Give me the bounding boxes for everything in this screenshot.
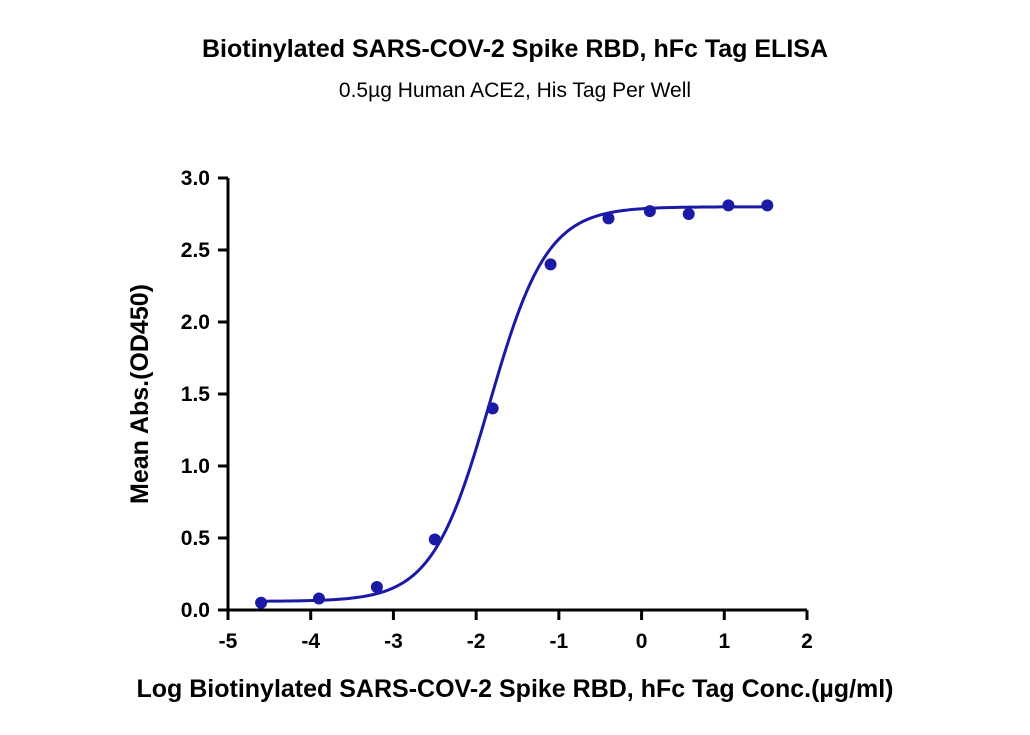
x-tick-label: 0 [636, 630, 648, 653]
x-tick-label: -3 [384, 630, 403, 653]
fit-curve [261, 205, 768, 603]
data-point [643, 205, 656, 218]
x-axis: -5 -4 -3 -2 -1 0 1 2 [219, 608, 813, 653]
fit-curve-layer [261, 205, 768, 603]
data-point [428, 533, 441, 546]
x-tick-label: -4 [301, 630, 320, 653]
data-point [544, 258, 557, 271]
y-tick-label: 2.0 [181, 311, 210, 334]
data-point [312, 592, 325, 605]
data-point [486, 402, 499, 415]
data-point [682, 208, 695, 220]
chart-subtitle: 0.5µg Human ACE2, His Tag Per Well [339, 79, 691, 102]
data-points [255, 199, 774, 609]
y-tick-label: 2.5 [181, 239, 211, 262]
x-tick-label: 1 [718, 630, 730, 653]
y-tick-label: 3.0 [181, 167, 210, 190]
y-tick-label: 1.5 [181, 383, 211, 406]
x-tick-label: -2 [467, 630, 486, 653]
x-tick-label: -5 [219, 630, 238, 653]
x-tick-label: -1 [550, 630, 569, 653]
y-tick-label: 0.5 [181, 527, 211, 550]
data-point [370, 580, 383, 593]
y-axis-title: Mean Abs.(OD450) [126, 284, 154, 504]
chart-title: Biotinylated SARS-COV-2 Spike RBD, hFc T… [202, 35, 828, 63]
y-axis: 0.0 0.5 1.0 1.5 2.0 2.5 3.0 [181, 167, 230, 622]
x-axis-title: Log Biotinylated SARS-COV-2 Spike RBD, h… [136, 675, 893, 703]
data-point [761, 199, 774, 212]
x-tick-label: 2 [801, 630, 813, 653]
data-point [722, 199, 735, 212]
y-tick-label: 1.0 [181, 455, 210, 478]
data-point [255, 596, 268, 609]
y-tick-label: 0.0 [181, 599, 210, 622]
data-point [602, 212, 615, 225]
